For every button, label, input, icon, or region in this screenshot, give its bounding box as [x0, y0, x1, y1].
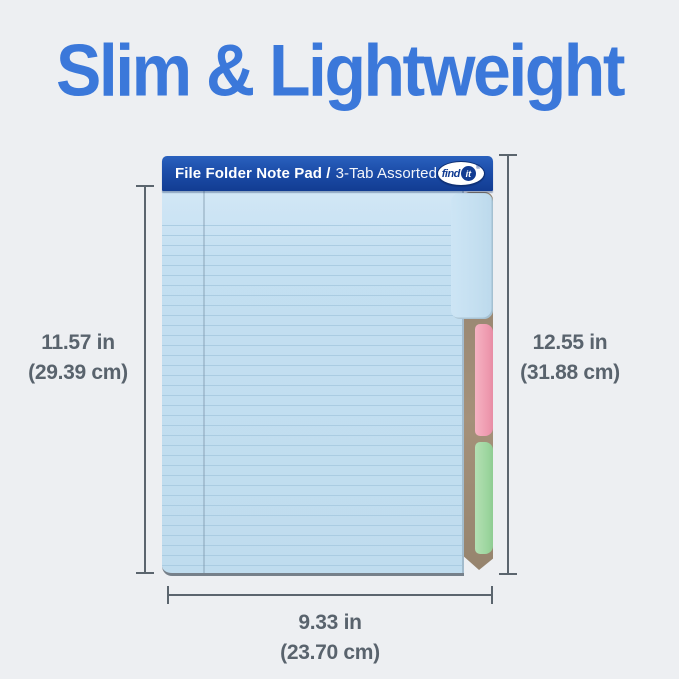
dimension-inches: 12.55 in	[532, 331, 608, 354]
blue-tab	[451, 193, 493, 319]
measure-line-left	[136, 185, 154, 574]
dimension-inches: 11.57 in	[41, 331, 115, 354]
pad-header-subtitle: 3-Tab Assorted	[335, 165, 438, 182]
pink-tab	[475, 324, 493, 436]
measure-line-right	[499, 154, 517, 575]
dimension-label-height-total: 12.55 in (31.88 cm)	[500, 328, 640, 389]
findit-logo: find it ®	[437, 161, 485, 186]
ruled-lines	[162, 216, 462, 567]
dimension-label-height-sheet: 11.57 in (29.39 cm)	[8, 328, 148, 389]
dimension-cm: (23.70 cm)	[280, 641, 380, 665]
findit-logo-text: find	[441, 167, 461, 180]
dimension-cm: (29.39 cm)	[28, 361, 128, 385]
blue-lined-sheet	[162, 190, 464, 576]
findit-logo-circle-icon: it	[460, 166, 476, 181]
registered-mark: ®	[475, 165, 481, 171]
green-tab	[475, 442, 493, 554]
dimension-label-width: 9.33 in (23.70 cm)	[250, 608, 410, 669]
measure-line-bottom	[167, 586, 493, 604]
pad-header-band: File Folder Note Pad / 3-Tab Assorted fi…	[162, 156, 493, 191]
dimension-cm: (31.88 cm)	[520, 361, 620, 385]
pad-header-title: File Folder Note Pad /	[175, 165, 331, 182]
headline: Slim & Lightweight	[56, 29, 625, 112]
dimension-inches: 9.33 in	[298, 611, 362, 634]
margin-line	[203, 190, 205, 573]
note-pad: File Folder Note Pad / 3-Tab Assorted fi…	[162, 156, 493, 577]
